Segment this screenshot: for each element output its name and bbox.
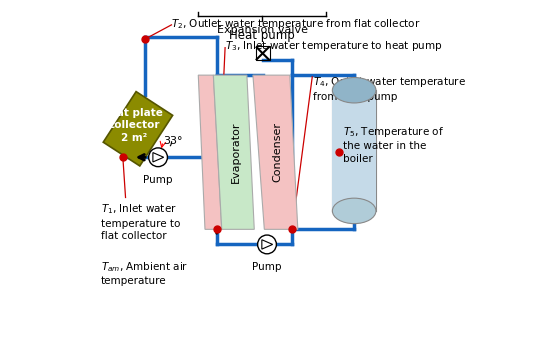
Text: Pump: Pump	[252, 262, 282, 272]
Polygon shape	[153, 152, 164, 162]
Polygon shape	[198, 75, 222, 230]
Polygon shape	[262, 240, 273, 249]
Ellipse shape	[332, 77, 376, 103]
Text: $T_2$, Outlet water temperature from flat collector: $T_2$, Outlet water temperature from fla…	[171, 17, 421, 31]
Polygon shape	[253, 75, 298, 230]
Text: Pump: Pump	[143, 175, 173, 185]
Text: $T_4$, Outlet water temperature
from heat pump: $T_4$, Outlet water temperature from hea…	[313, 75, 466, 101]
Circle shape	[257, 235, 277, 254]
Text: 33°: 33°	[163, 136, 182, 146]
Text: $T_1$, Inlet water
temperature to
flat collector: $T_1$, Inlet water temperature to flat c…	[101, 202, 180, 241]
Text: $T_{am}$, Ambient air
temperature: $T_{am}$, Ambient air temperature	[101, 260, 189, 286]
Text: Heat pump: Heat pump	[229, 29, 295, 42]
Text: $T_5$, Temperature of
the water in the
boiler: $T_5$, Temperature of the water in the b…	[343, 125, 444, 164]
Bar	[332, 90, 376, 211]
Text: Expansion valve: Expansion valve	[217, 25, 308, 35]
Text: Condenser: Condenser	[272, 122, 282, 182]
Polygon shape	[103, 92, 172, 166]
Text: Evaporator: Evaporator	[231, 121, 241, 183]
Ellipse shape	[332, 198, 376, 224]
Text: $T_3$, Inlet water temperature to heat pump: $T_3$, Inlet water temperature to heat p…	[225, 39, 443, 53]
Circle shape	[148, 148, 168, 167]
Polygon shape	[214, 75, 254, 230]
Text: Flat plate
collector
2 m²: Flat plate collector 2 m²	[106, 108, 163, 143]
